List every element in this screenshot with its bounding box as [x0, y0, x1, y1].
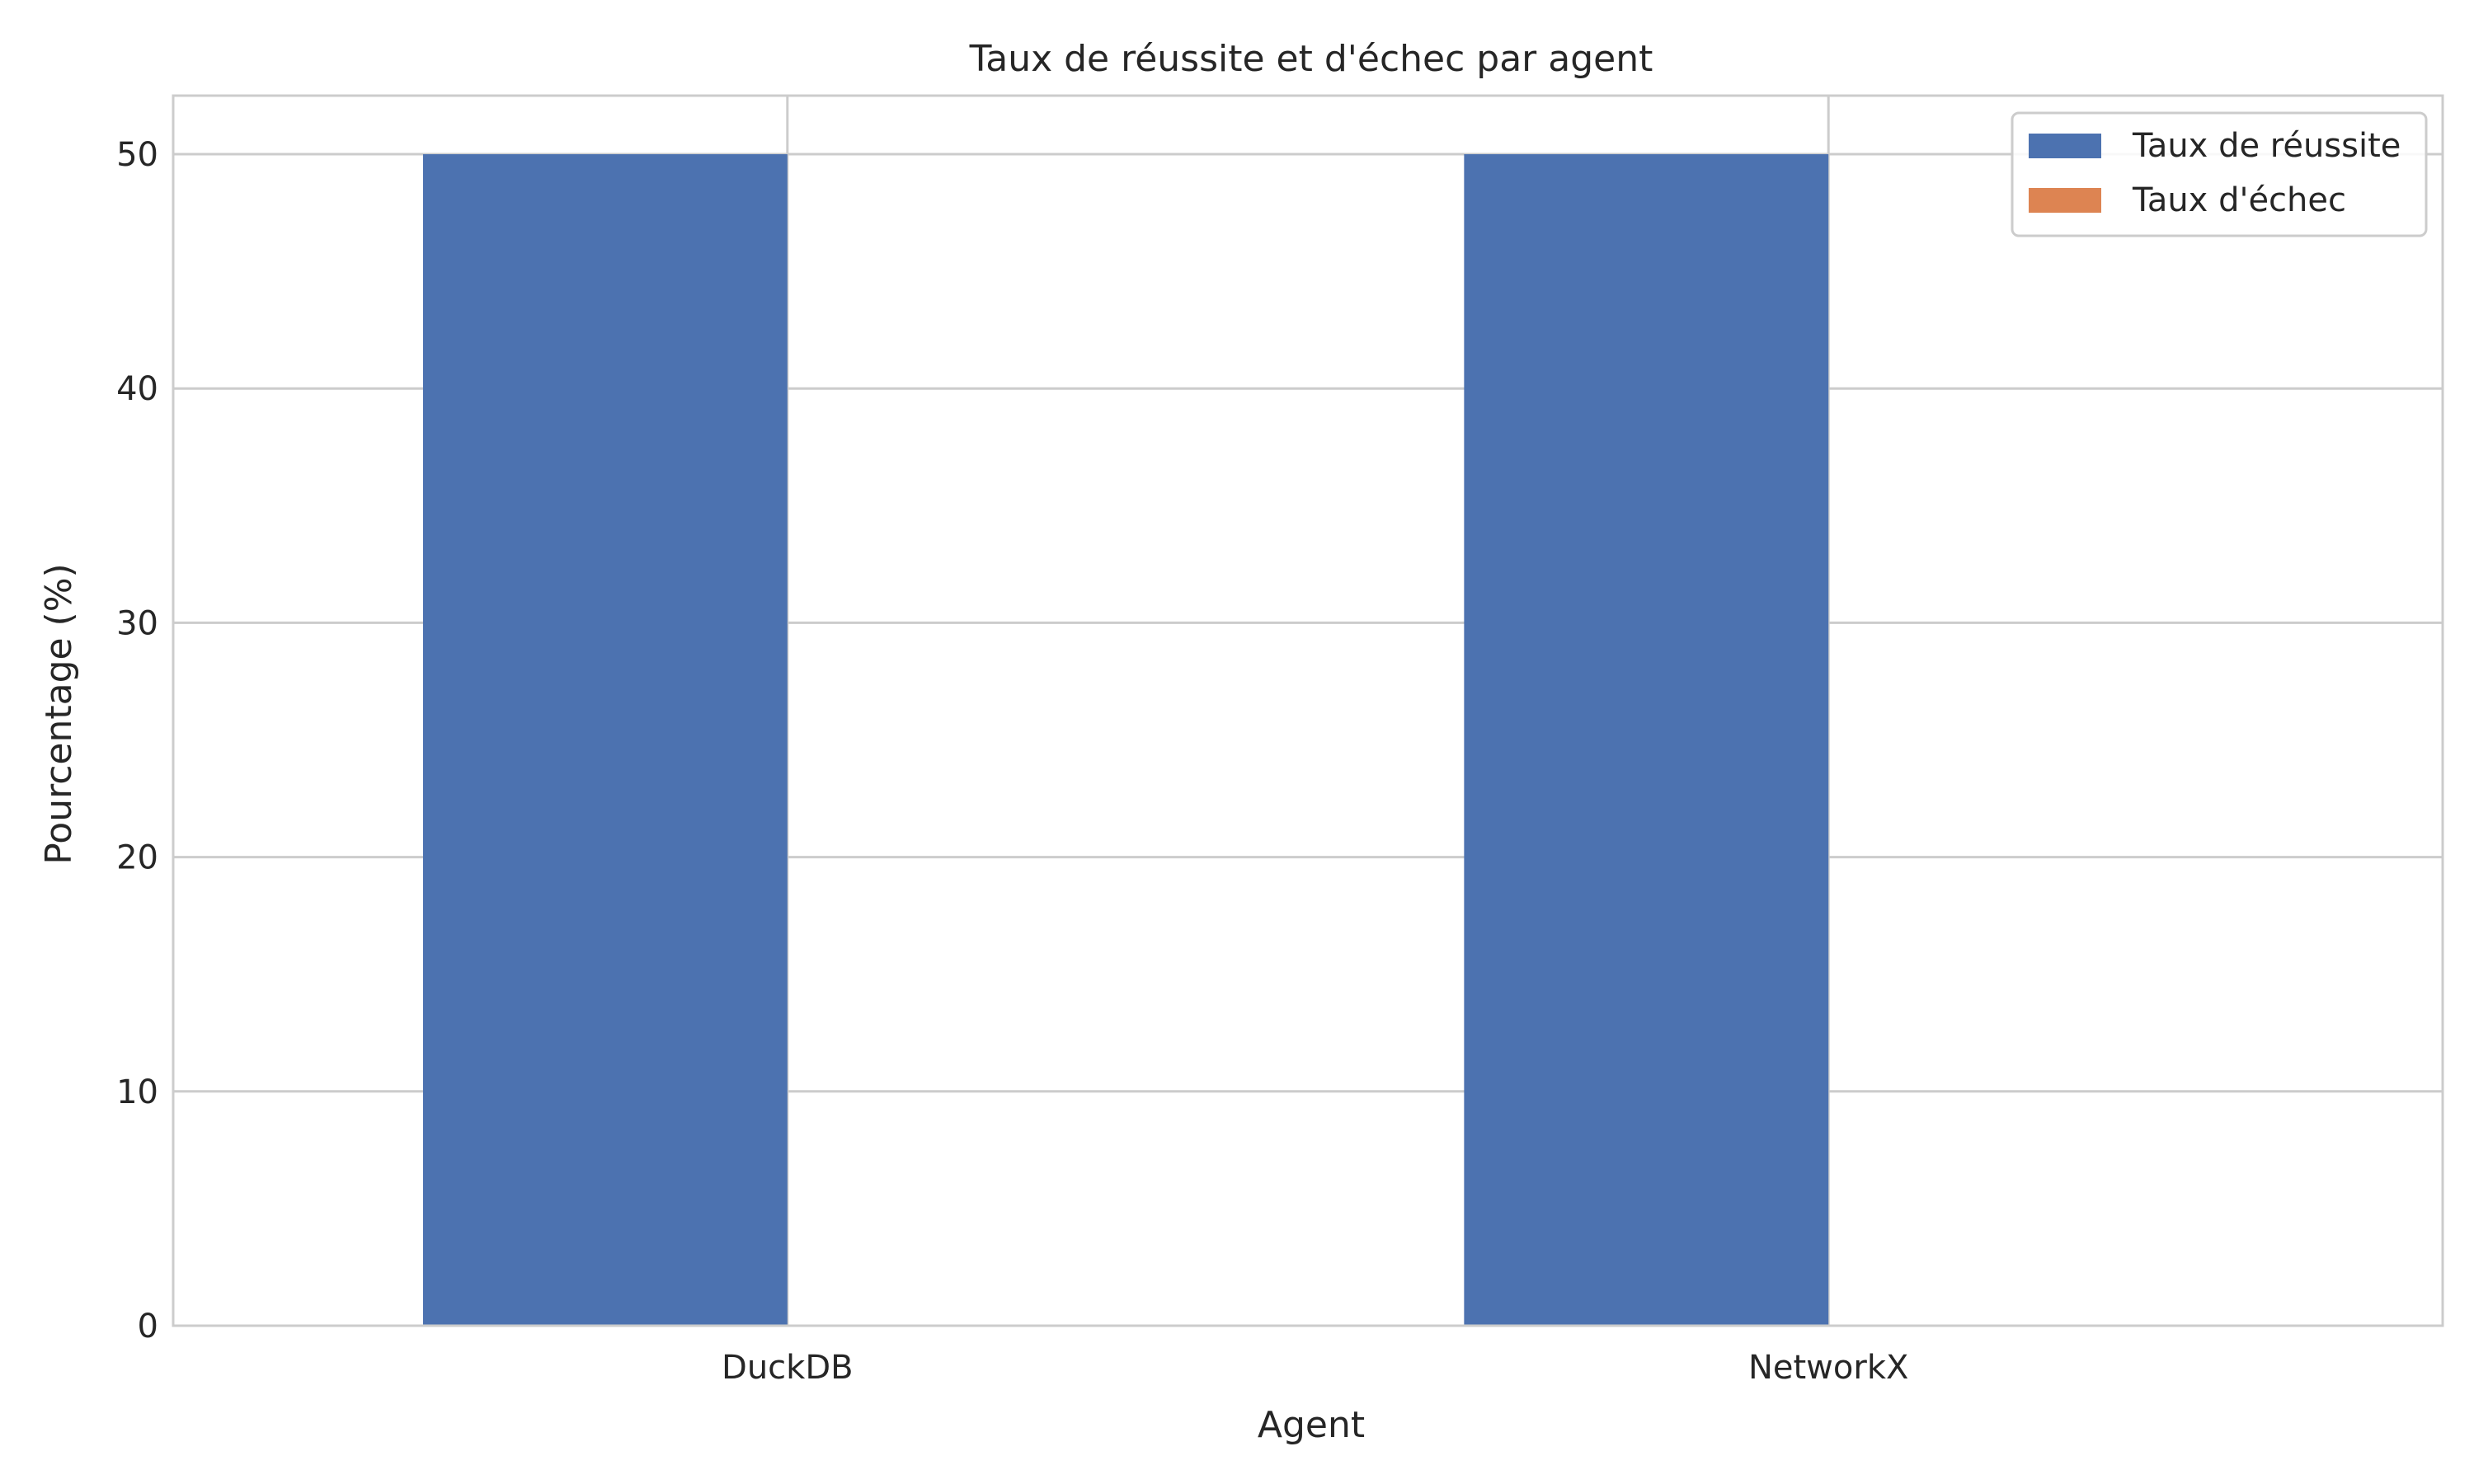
y-tick-label: 0	[138, 1308, 158, 1345]
y-tick-label: 20	[116, 839, 158, 877]
plot-frame	[172, 94, 2444, 1327]
y-tick-label: 40	[116, 370, 158, 408]
bars	[422, 154, 1829, 1327]
chart-title: Taux de réussite et d'échec par agent	[969, 38, 1653, 80]
legend: Taux de réussite Taux d'échec	[2011, 111, 2428, 237]
x-tick-labels: DuckDB NetworkX	[722, 1349, 1908, 1387]
x-tick-label: NetworkX	[1748, 1349, 1908, 1387]
legend-swatch	[2029, 188, 2101, 213]
legend-label: Taux de réussite	[2132, 127, 2401, 165]
bar-taux-de-r-ussite-duckdb	[422, 154, 788, 1327]
x-axis-label: Agent	[1258, 1404, 1365, 1446]
y-tick-label: 50	[116, 136, 158, 174]
y-axis-label: Pourcentage (%)	[38, 563, 80, 864]
legend-box	[2011, 111, 2428, 237]
y-tick-labels: 0 10 20 30 40 50	[116, 136, 158, 1345]
y-tick-label: 10	[116, 1073, 158, 1111]
legend-swatch	[2029, 134, 2101, 158]
x-tick-label: DuckDB	[722, 1349, 854, 1387]
y-tick-label: 30	[116, 604, 158, 642]
bar-taux-de-r-ussite-networkx	[1464, 154, 1829, 1327]
legend-label: Taux d'échec	[2132, 181, 2346, 219]
